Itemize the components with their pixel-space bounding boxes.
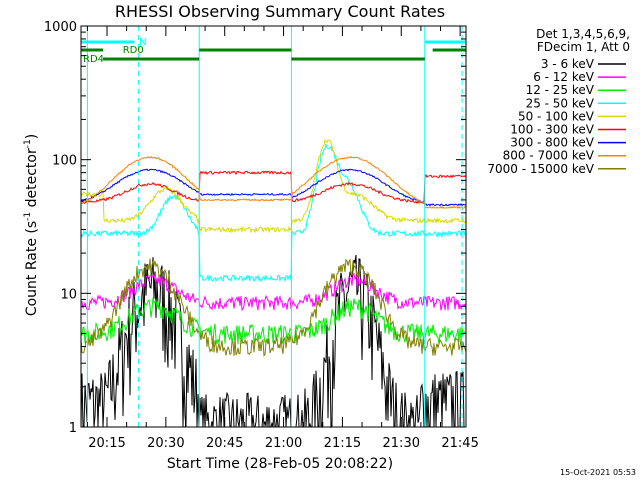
x-axis-label: Start Time (28-Feb-05 20:08:22) bbox=[167, 456, 393, 472]
x-tick-label: 20:15 bbox=[88, 436, 125, 451]
series-line-1 bbox=[80, 254, 466, 429]
series-line-2 bbox=[80, 272, 467, 312]
series-line-6 bbox=[80, 169, 467, 205]
y-tick-label: 1000 bbox=[44, 20, 77, 35]
x-tick-label: 20:30 bbox=[147, 436, 184, 451]
x-tick-label: 20:45 bbox=[206, 436, 243, 451]
x-tick-label: 21:45 bbox=[441, 436, 478, 451]
legend-label-9: 7000 - 15000 keV bbox=[487, 162, 594, 176]
x-tick-label: 21:15 bbox=[324, 436, 361, 451]
svg-text:Count Rate (s-1 detector-1): Count Rate (s-1 detector-1) bbox=[23, 134, 40, 316]
series-line-5 bbox=[80, 138, 467, 234]
legend-header-line-2: FDecim 1, Att 0 bbox=[537, 40, 630, 54]
flag-label-rd0: RD0 bbox=[123, 45, 144, 56]
footer-timestamp: 15-Oct-2021 05:53 bbox=[560, 468, 636, 477]
series-line-7 bbox=[80, 168, 467, 207]
y-tick-label: 100 bbox=[52, 154, 77, 169]
series-line-8 bbox=[80, 155, 467, 210]
chart-title: RHESSI Observing Summary Count Rates bbox=[115, 2, 445, 21]
legend-label-1: 3 - 6 keV bbox=[541, 57, 595, 71]
legend-label-2: 6 - 12 keV bbox=[533, 70, 595, 84]
plot-frame bbox=[80, 25, 467, 428]
legend-label-5: 50 - 100 keV bbox=[518, 109, 595, 123]
legend-label-4: 25 - 50 keV bbox=[526, 96, 595, 110]
legend-header-line-1: Det 1,3,4,5,6,9, bbox=[536, 27, 630, 41]
legend: Det 1,3,4,5,6,9, FDecim 1, Att 0 3 - 6 k… bbox=[487, 27, 630, 176]
legend-label-6: 100 - 300 keV bbox=[510, 123, 594, 137]
series-line-4 bbox=[80, 143, 466, 283]
y-axis-label: Count Rate (s-1 detector-1) bbox=[23, 134, 40, 316]
legend-label-7: 300 - 800 keV bbox=[510, 136, 594, 150]
x-tick-label: 21:00 bbox=[265, 436, 302, 451]
legend-label-3: 12 - 25 keV bbox=[526, 83, 595, 97]
x-tick-label: 21:30 bbox=[383, 436, 420, 451]
flag-label-n: N bbox=[139, 37, 146, 48]
legend-label-8: 800 - 7000 keV bbox=[503, 149, 595, 163]
flag-label-rd4: RD4 bbox=[83, 54, 104, 65]
y-tick-label: 1 bbox=[69, 421, 77, 436]
y-tick-label: 10 bbox=[60, 287, 77, 302]
series-line-9 bbox=[80, 258, 467, 357]
